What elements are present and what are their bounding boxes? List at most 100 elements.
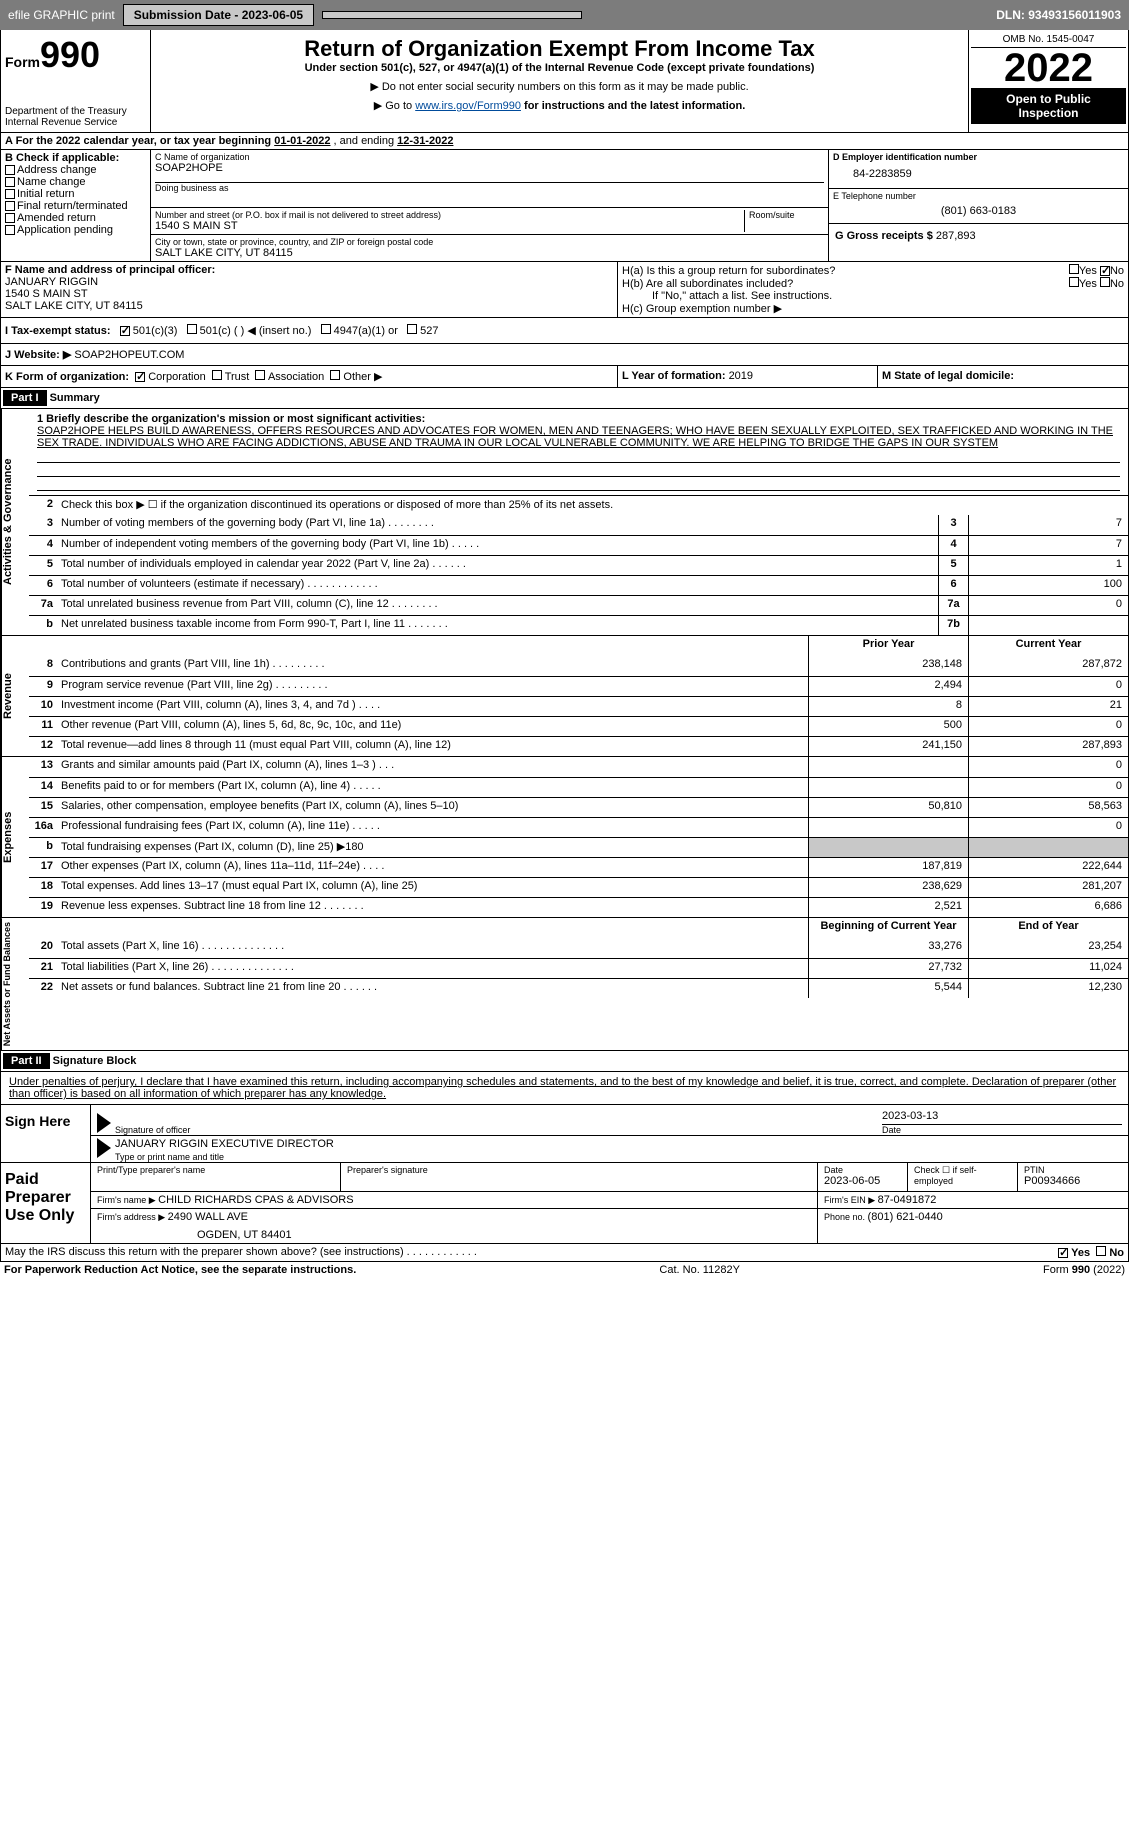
checkbox[interactable] [5,225,15,235]
row-klm: K Form of organization: Corporation Trus… [0,366,1129,388]
checkbox[interactable] [5,177,15,187]
discuss-no-checkbox[interactable] [1096,1246,1106,1256]
summary-line: 8Contributions and grants (Part VIII, li… [29,656,1128,676]
501c3-checkbox[interactable] [120,326,130,336]
header-right: OMB No. 1545-0047 2022 Open to Public In… [968,30,1128,132]
prior-value: 2,521 [808,898,968,917]
current-value: 23,254 [968,938,1128,958]
opt-trust: Trust [225,371,250,383]
line-box: 7b [938,616,968,635]
current-value: 58,563 [968,798,1128,817]
discuss-yes: Yes [1071,1247,1090,1259]
line-number: 8 [29,656,57,676]
summary-line: 7aTotal unrelated business revenue from … [29,595,1128,615]
part2-tag: Part II [3,1053,50,1069]
org-street: 1540 S MAIN ST [155,220,744,232]
527-checkbox[interactable] [407,324,417,334]
line-number: b [29,838,57,857]
current-value: 21 [968,697,1128,716]
501c-checkbox[interactable] [187,324,197,334]
ein-value: 84-2283859 [833,162,1124,186]
option-label: Name change [17,176,86,188]
firm-ein-label: Firm's EIN ▶ [824,1195,878,1205]
phone-label: E Telephone number [833,191,1124,201]
line-text: Number of voting members of the governin… [57,515,938,535]
checkbox[interactable] [5,213,15,223]
org-name-label: C Name of organization [155,152,824,162]
goto-post: for instructions and the latest informat… [521,100,745,112]
summary-line: 21Total liabilities (Part X, line 26) . … [29,958,1128,978]
checkbox[interactable] [5,189,15,199]
opt-assoc: Association [268,371,324,383]
line-number: 20 [29,938,57,958]
ha-no-checkbox[interactable] [1100,266,1110,276]
ty-begin: 01-01-2022 [274,135,330,147]
firm-phone: (801) 621-0440 [868,1211,943,1223]
col-b-header: B Check if applicable: [5,152,146,164]
hb-no-checkbox[interactable] [1100,277,1110,287]
line-number: 5 [29,556,57,575]
line-number: b [29,616,57,635]
checkbox[interactable] [5,201,15,211]
summary-line: 6Total number of volunteers (estimate if… [29,575,1128,595]
tax-year: 2022 [971,48,1126,88]
line-value: 7 [968,536,1128,555]
blank-button[interactable] [322,11,582,19]
vtab-expenses: Expenses [1,757,29,917]
checkbox[interactable] [5,165,15,175]
header-left: Form990 Department of the Treasury Inter… [1,30,151,132]
efile-label: efile GRAPHIC print [8,8,115,22]
note-goto: ▶ Go to www.irs.gov/Form990 for instruct… [157,99,962,112]
corp-checkbox[interactable] [135,372,145,382]
submission-date-button[interactable]: Submission Date - 2023-06-05 [123,4,314,26]
hb-yes-checkbox[interactable] [1069,277,1079,287]
line-number: 17 [29,858,57,877]
line-value: 7 [968,515,1128,535]
prior-value: 238,629 [808,878,968,897]
col-b-option: Initial return [5,188,146,200]
section-revenue: Revenue Prior Year Current Year 8Contrib… [0,636,1129,757]
part2-title: Signature Block [53,1055,137,1067]
line-text: Investment income (Part VIII, column (A)… [57,697,808,716]
arrow-icon-2 [97,1138,111,1158]
trust-checkbox[interactable] [212,370,222,380]
row-h: H(a) Is this a group return for subordin… [618,262,1128,317]
tax-exempt-label: I Tax-exempt status: [5,325,111,337]
discuss-yes-checkbox[interactable] [1058,1248,1068,1258]
opt-corp: Corporation [148,371,205,383]
ha-yes-checkbox[interactable] [1069,264,1079,274]
firm-addr1: 2490 WALL AVE [168,1211,248,1223]
footer-right: Form 990 (2022) [1043,1264,1125,1276]
discuss-no: No [1109,1247,1124,1259]
line-text: Net assets or fund balances. Subtract li… [57,979,808,998]
dba-label: Doing business as [155,183,824,193]
vtab-ag: Activities & Governance [1,409,29,635]
addr-label: Number and street (or P.O. box if mail i… [155,210,744,220]
firm-addr-label: Firm's address ▶ [97,1212,168,1222]
col-b: B Check if applicable: Address changeNam… [1,150,151,261]
col-c: C Name of organization SOAP2HOPE Doing b… [151,150,828,261]
city-label: City or town, state or province, country… [155,237,824,247]
sign-here-label: Sign Here [1,1105,91,1162]
paid-prep-label: Paid Preparer Use Only [1,1163,91,1243]
line-text: Total number of individuals employed in … [57,556,938,575]
summary-line: 22Net assets or fund balances. Subtract … [29,978,1128,998]
declaration: Under penalties of perjury, I declare th… [0,1072,1129,1105]
current-value: 12,230 [968,979,1128,998]
line-text: Other revenue (Part VIII, column (A), li… [57,717,808,736]
irs-link[interactable]: www.irs.gov/Form990 [415,100,521,112]
prior-value: 238,148 [808,656,968,676]
ptin-value: P00934666 [1024,1175,1122,1187]
line-number: 6 [29,576,57,595]
hb-note: If "No," attach a list. See instructions… [622,290,1124,302]
line-text: Contributions and grants (Part VIII, lin… [57,656,808,676]
4947-checkbox[interactable] [321,324,331,334]
form-header: Form990 Department of the Treasury Inter… [0,30,1129,133]
yes-label: Yes [1079,265,1097,277]
assoc-checkbox[interactable] [255,370,265,380]
line-number: 10 [29,697,57,716]
summary-line: 17Other expenses (Part IX, column (A), l… [29,857,1128,877]
form-subtitle: Under section 501(c), 527, or 4947(a)(1)… [157,62,962,74]
other-checkbox[interactable] [330,370,340,380]
sig-officer-label: Signature of officer [115,1125,882,1135]
